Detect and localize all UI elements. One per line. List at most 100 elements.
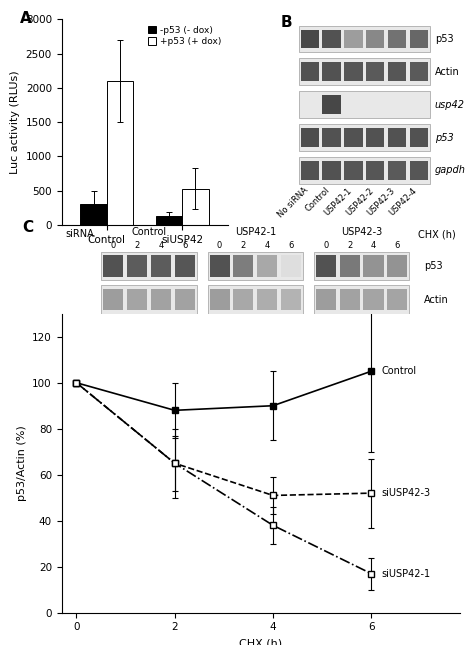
Text: siUSP42-1: siUSP42-1: [381, 569, 430, 579]
Text: 6: 6: [395, 241, 400, 250]
Bar: [339, 289, 360, 310]
Bar: [208, 285, 303, 313]
Text: Control: Control: [132, 226, 167, 237]
Text: p53: p53: [435, 34, 454, 44]
Bar: [103, 255, 123, 277]
Bar: [101, 285, 197, 313]
Bar: [366, 161, 384, 180]
Bar: [388, 63, 406, 81]
Text: USP42-1: USP42-1: [322, 186, 354, 217]
Text: 6: 6: [289, 241, 294, 250]
Bar: [281, 255, 301, 277]
Bar: [103, 289, 123, 310]
Bar: [210, 255, 229, 277]
Bar: [339, 255, 360, 277]
Bar: [175, 255, 195, 277]
Text: A: A: [20, 11, 32, 26]
Text: 0: 0: [111, 241, 116, 250]
Text: USP42-2: USP42-2: [344, 186, 375, 217]
Text: USP42-3: USP42-3: [341, 226, 382, 237]
Text: 6: 6: [182, 241, 188, 250]
Bar: [388, 161, 406, 180]
Bar: [208, 252, 303, 280]
Text: B: B: [281, 15, 292, 30]
Text: 4: 4: [371, 241, 376, 250]
Bar: [314, 252, 410, 280]
Bar: [233, 289, 254, 310]
Text: CHX (h): CHX (h): [418, 230, 456, 239]
Bar: [388, 128, 406, 147]
Bar: [301, 161, 319, 180]
Bar: [175, 289, 195, 310]
Text: usp42: usp42: [435, 100, 465, 110]
Bar: [388, 30, 406, 48]
Y-axis label: p53/Actin (%): p53/Actin (%): [17, 425, 27, 501]
Text: siRNA: siRNA: [65, 230, 94, 239]
Bar: [81, 204, 107, 225]
Text: gapdh: gapdh: [435, 166, 466, 175]
Bar: [151, 255, 171, 277]
Text: C: C: [22, 221, 33, 235]
Text: 0: 0: [217, 241, 222, 250]
Bar: [316, 289, 336, 310]
Bar: [410, 128, 428, 147]
Bar: [156, 216, 182, 225]
Text: 2: 2: [241, 241, 246, 250]
Legend: -p53 (- dox), +p53 (+ dox): -p53 (- dox), +p53 (+ dox): [146, 24, 223, 48]
Bar: [344, 161, 363, 180]
Bar: [387, 255, 408, 277]
Bar: [387, 289, 408, 310]
X-axis label: CHX (h): CHX (h): [239, 638, 282, 645]
Bar: [410, 30, 428, 48]
Bar: [299, 92, 430, 118]
Text: 4: 4: [264, 241, 270, 250]
Bar: [127, 289, 147, 310]
Text: Actin: Actin: [424, 295, 449, 304]
Bar: [301, 30, 319, 48]
Bar: [299, 157, 430, 184]
Bar: [257, 289, 277, 310]
Bar: [107, 81, 133, 225]
Bar: [301, 63, 319, 81]
Text: p53: p53: [424, 261, 443, 271]
Bar: [257, 255, 277, 277]
Text: Control: Control: [304, 186, 332, 213]
Text: p53: p53: [435, 133, 454, 143]
Text: USP42-3: USP42-3: [366, 186, 397, 217]
Bar: [151, 289, 171, 310]
Bar: [322, 30, 341, 48]
Bar: [364, 289, 383, 310]
Y-axis label: Luc activity (RLUs): Luc activity (RLUs): [10, 70, 20, 174]
Bar: [299, 59, 430, 85]
Bar: [322, 161, 341, 180]
Bar: [299, 124, 430, 151]
Bar: [322, 63, 341, 81]
Bar: [233, 255, 254, 277]
Bar: [344, 128, 363, 147]
Text: 2: 2: [135, 241, 140, 250]
Bar: [410, 161, 428, 180]
Bar: [322, 128, 341, 147]
Bar: [299, 26, 430, 52]
Bar: [322, 95, 341, 114]
Bar: [301, 128, 319, 147]
Bar: [101, 252, 197, 280]
Bar: [316, 255, 336, 277]
Bar: [182, 188, 209, 225]
Bar: [127, 255, 147, 277]
Text: siUSP42-3: siUSP42-3: [381, 488, 430, 498]
Bar: [314, 285, 410, 313]
Text: No siRNA: No siRNA: [276, 186, 310, 220]
Text: 4: 4: [158, 241, 164, 250]
Text: USP42-4: USP42-4: [388, 186, 419, 217]
Text: 0: 0: [323, 241, 328, 250]
Text: Actin: Actin: [435, 67, 460, 77]
Bar: [366, 63, 384, 81]
Bar: [366, 128, 384, 147]
Text: 2: 2: [347, 241, 352, 250]
Bar: [344, 30, 363, 48]
Bar: [344, 63, 363, 81]
Bar: [366, 30, 384, 48]
Bar: [281, 289, 301, 310]
Bar: [410, 63, 428, 81]
